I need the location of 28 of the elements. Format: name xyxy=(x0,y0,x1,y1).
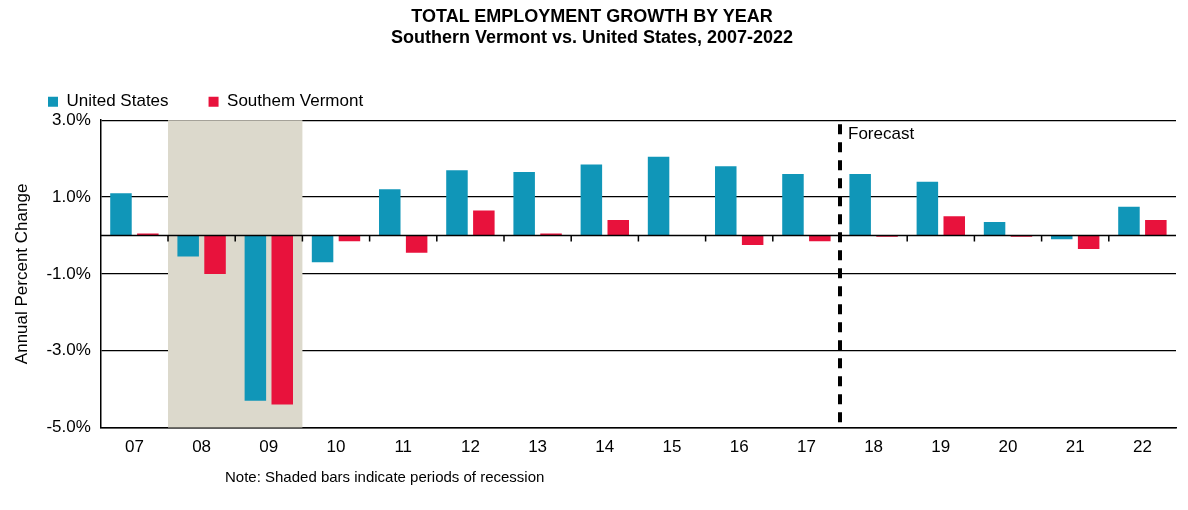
chart-subtitle: Southern Vermont vs. United States, 2007-2022 xyxy=(390,27,794,48)
x-tick-label: 10 xyxy=(326,437,346,457)
x-tick-label: 12 xyxy=(460,437,480,457)
y-tick-label: -5.0% xyxy=(46,417,91,437)
legend-label: Southem Vermont xyxy=(227,91,364,111)
y-tick-label: -3.0% xyxy=(46,340,91,360)
x-tick-label: 08 xyxy=(192,437,212,457)
x-tick-label: 19 xyxy=(931,437,951,457)
x-tick-label: 22 xyxy=(1132,437,1152,457)
x-tick-label: 21 xyxy=(1065,437,1085,457)
x-tick-label: 15 xyxy=(662,437,682,457)
x-tick-label: 11 xyxy=(394,437,413,457)
x-tick-label: 17 xyxy=(796,437,816,457)
x-tick-label: 13 xyxy=(528,437,548,457)
x-tick-label: 14 xyxy=(595,437,615,457)
x-tick-label: 20 xyxy=(998,437,1018,457)
x-tick-label: 18 xyxy=(864,437,884,457)
x-tick-label: 07 xyxy=(124,437,144,457)
x-tick-label: 09 xyxy=(259,437,279,457)
ref-line-label: Forecast xyxy=(848,124,915,144)
y-axis-title: Annual Percent Change xyxy=(11,183,31,365)
text: Note: Shaded bars indicate periods of recession xyxy=(225,468,546,486)
x-tick-label: 16 xyxy=(729,437,749,457)
y-tick-label: -1.0% xyxy=(46,263,91,283)
chart-title: TOTAL EMPLOYMENT GROWTH BY YEAR xyxy=(411,5,773,26)
y-tick-label: 3.0% xyxy=(52,109,91,129)
y-tick-label: 1.0% xyxy=(52,186,91,206)
legend-label: United States xyxy=(66,91,169,111)
